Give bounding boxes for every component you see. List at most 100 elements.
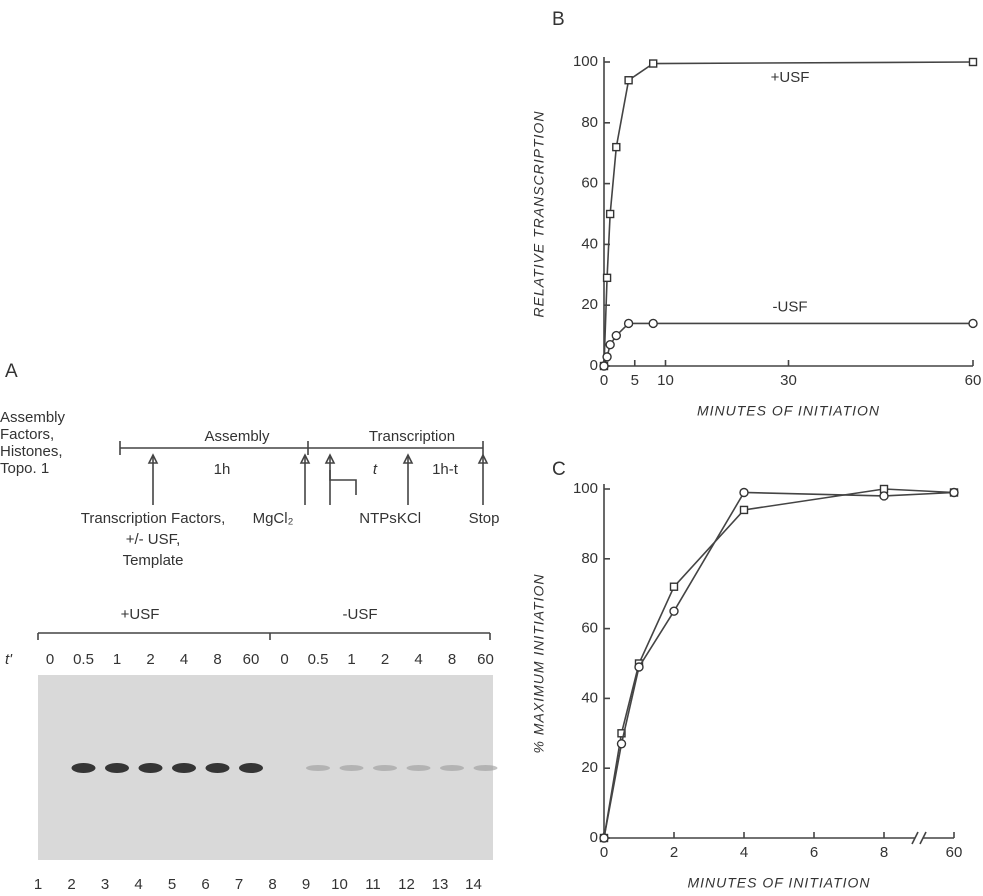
x-tick-label: 10 — [657, 372, 674, 389]
x-tick-label: 8 — [880, 844, 888, 861]
band — [172, 763, 196, 773]
series-line — [604, 489, 954, 838]
start-label: Topo. 1 — [0, 460, 49, 477]
marker — [649, 319, 657, 327]
marker — [625, 77, 632, 84]
marker — [603, 353, 611, 361]
marker — [740, 488, 748, 496]
lane-number: 5 — [168, 876, 176, 893]
lane-time: 60 — [243, 651, 260, 668]
band — [105, 763, 129, 773]
addition-label: KCl — [397, 510, 421, 527]
marker — [625, 319, 633, 327]
band — [306, 765, 330, 771]
marker — [612, 332, 620, 340]
lane-number: 3 — [101, 876, 109, 893]
lane-time: 2 — [381, 651, 389, 668]
series-line — [604, 492, 954, 838]
arrow-bracket — [330, 470, 356, 495]
marker — [635, 663, 643, 671]
marker — [670, 607, 678, 615]
addition-label: NTPs — [359, 510, 397, 527]
lane-time: 1 — [113, 651, 121, 668]
y-tick-label: 60 — [581, 175, 598, 192]
band — [206, 763, 230, 773]
lane-number: 13 — [432, 876, 449, 893]
y-tick-label: 100 — [573, 53, 598, 70]
y-tick-label: 20 — [581, 759, 598, 776]
marker — [969, 319, 977, 327]
x-axis-title: MINUTES OF INITIATION — [697, 403, 880, 419]
phase-label: Assembly — [204, 428, 270, 445]
lane-number: 7 — [235, 876, 243, 893]
lane-time: 8 — [213, 651, 221, 668]
x-axis-title: MINUTES OF INITIATION — [687, 875, 870, 891]
marker — [880, 492, 888, 500]
marker — [970, 59, 977, 66]
lane-time: 8 — [448, 651, 456, 668]
y-tick-label: 40 — [581, 235, 598, 252]
lane-number: 11 — [365, 876, 381, 893]
group-label: +USF — [121, 606, 160, 623]
y-tick-label: 100 — [573, 480, 598, 497]
addition-label: +/- USF, — [126, 531, 181, 548]
lane-number: 1 — [34, 876, 42, 893]
lane-time: 0 — [46, 651, 54, 668]
band — [440, 765, 464, 771]
addition-label: Stop — [469, 510, 500, 527]
y-tick-label: 40 — [581, 689, 598, 706]
x-tick-label: 0 — [600, 844, 608, 861]
y-tick-label: 0 — [590, 829, 598, 846]
y-tick-label: 60 — [581, 620, 598, 637]
x-tick-label: 5 — [631, 372, 639, 389]
series-label: +USF — [771, 69, 810, 86]
panel-label: A — [5, 361, 18, 382]
y-tick-label: 20 — [581, 296, 598, 313]
marker — [613, 144, 620, 151]
lane-number: 2 — [67, 876, 75, 893]
band — [407, 765, 431, 771]
marker — [600, 362, 608, 370]
lane-number: 9 — [302, 876, 310, 893]
panel-label: B — [552, 9, 565, 30]
start-label: Assembly — [0, 409, 66, 426]
marker — [671, 583, 678, 590]
x-tick-label: 2 — [670, 844, 678, 861]
lane-number: 6 — [201, 876, 209, 893]
marker — [650, 60, 657, 67]
band — [239, 763, 263, 773]
band — [373, 765, 397, 771]
phase-label: Transcription — [369, 428, 455, 445]
lane-time: 0.5 — [308, 651, 329, 668]
group-label: -USF — [343, 606, 378, 623]
marker — [600, 834, 608, 842]
lane-time: 4 — [180, 651, 188, 668]
series-line — [604, 323, 973, 366]
marker — [606, 341, 614, 349]
lane-time: 4 — [414, 651, 422, 668]
x-tick-label: 4 — [740, 844, 748, 861]
duration-label: t — [373, 461, 378, 478]
start-label: Histones, — [0, 443, 63, 460]
lane-time: 2 — [146, 651, 154, 668]
lane-time: 0 — [280, 651, 288, 668]
duration-label: 1h — [214, 461, 231, 478]
lane-time: 1 — [347, 651, 355, 668]
y-tick-label: 0 — [590, 357, 598, 374]
x-tick-label: 0 — [600, 372, 608, 389]
marker — [604, 274, 611, 281]
lane-time: 0.5 — [73, 651, 94, 668]
series-line — [604, 62, 973, 366]
y-axis-title: RELATIVE TRANSCRIPTION — [531, 111, 547, 318]
lane-number: 14 — [465, 876, 482, 893]
marker — [618, 740, 626, 748]
x-tick-label: 6 — [810, 844, 818, 861]
lane-number: 8 — [268, 876, 276, 893]
y-axis-title: % MAXIMUM INITIATION — [531, 574, 547, 754]
series-label: -USF — [773, 298, 808, 315]
band — [474, 765, 498, 771]
y-tick-label: 80 — [581, 114, 598, 131]
band — [72, 763, 96, 773]
figure: A AssemblyFactors,Histones,Topo. 1Assemb… — [0, 0, 983, 896]
marker — [950, 488, 958, 496]
